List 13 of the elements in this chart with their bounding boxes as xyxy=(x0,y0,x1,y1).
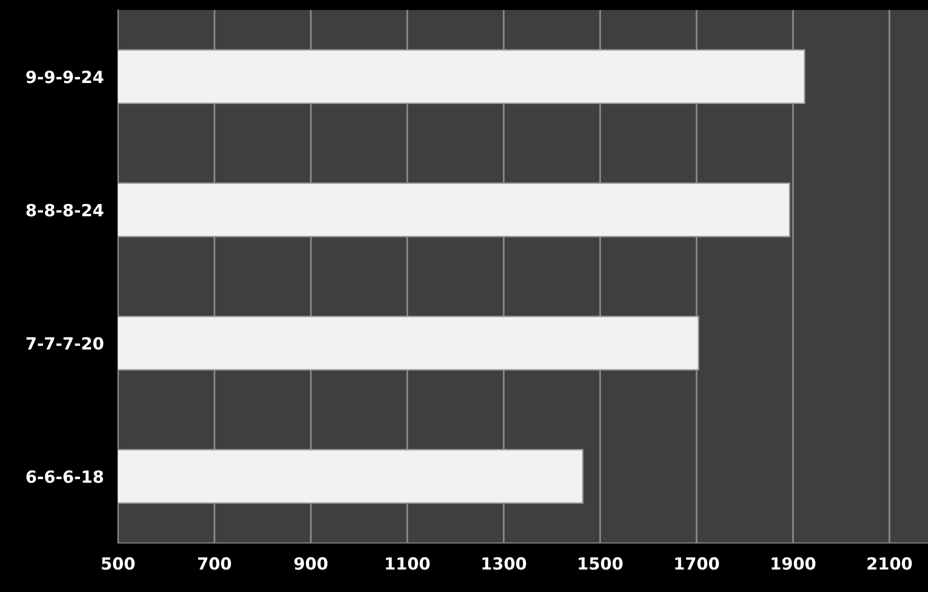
y-tick-label: 7-7-7-20 xyxy=(26,337,104,350)
x-tick-label: 2100 xyxy=(868,557,912,570)
x-tick-label: 1700 xyxy=(675,557,719,570)
y-tick-label: 8-8-8-24 xyxy=(26,204,104,216)
x-tick-label: 1900 xyxy=(772,557,816,570)
x-tick-label: 1100 xyxy=(386,557,430,570)
y-tick-label: 9-9-9-24 xyxy=(26,70,104,84)
x-tick-label: 1500 xyxy=(578,557,623,570)
x-tick-label: 500 xyxy=(102,557,135,570)
x-tick-label: 900 xyxy=(294,557,328,570)
y-tick-label: 6-6-6-18 xyxy=(26,470,104,483)
x-tick-label: 1300 xyxy=(482,557,526,570)
x-tick-label: 700 xyxy=(198,557,232,570)
